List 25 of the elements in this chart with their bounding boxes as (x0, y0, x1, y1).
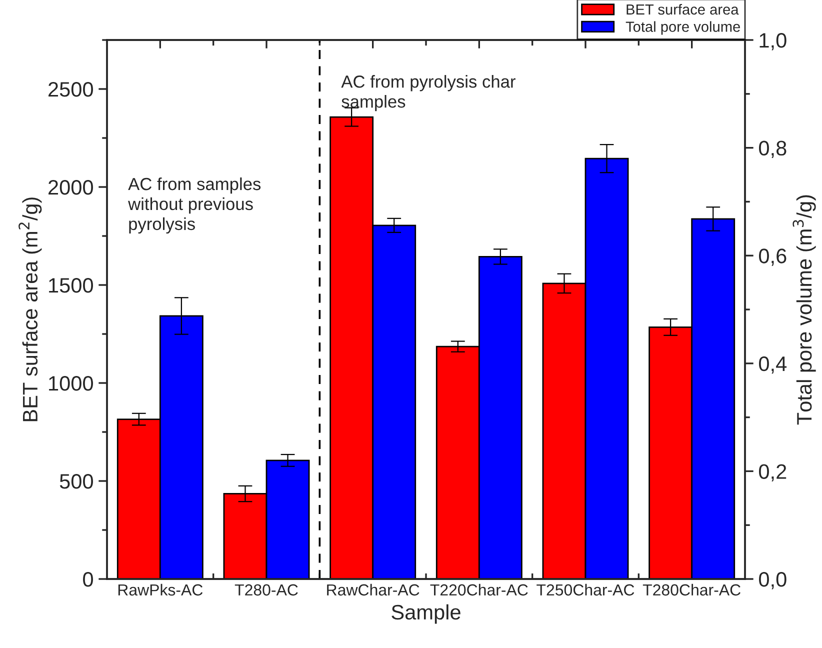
x-tick-label: T280Char-AC (642, 584, 740, 596)
legend-label: Total pore volume (626, 21, 740, 35)
y2-tick-label: 1,0 (760, 33, 786, 50)
x-tick-label: RawPks-AC (118, 584, 203, 596)
annotation: AC from pyrolysis char samples (341, 75, 516, 112)
y-tick-label: 0 (83, 572, 93, 587)
y-tick-label: 2000 (48, 180, 93, 195)
x-tick-label: T280-AC (234, 584, 298, 596)
annotation: AC from samples without previous pyrolysis (128, 177, 261, 234)
y-tick-label: 500 (60, 474, 93, 489)
y-axis-title: BET surface area (m$^{2}$/g) (18, 198, 42, 422)
y2-tick-label: 0,6 (759, 248, 786, 266)
y2-tick-label: 0,4 (759, 356, 787, 374)
y2-axis-title: Total pore volume (m$^{3}$/g) (792, 195, 816, 425)
y2-tick-label: 0,8 (759, 140, 786, 158)
x-tick-label: T220Char-AC (430, 584, 528, 596)
y-tick-label: 2500 (48, 82, 93, 97)
legend-label: BET surface area (626, 4, 739, 15)
x-tick-label: RawChar-AC (327, 584, 420, 596)
x-tick-label: T250Char-AC (536, 584, 634, 596)
y2-tick-label: 0,2 (759, 464, 786, 482)
y-tick-label: 1000 (49, 376, 93, 391)
y-tick-label: 1500 (49, 278, 93, 293)
x-axis-title: Sample (392, 604, 460, 624)
y2-tick-label: 0,0 (759, 572, 786, 590)
